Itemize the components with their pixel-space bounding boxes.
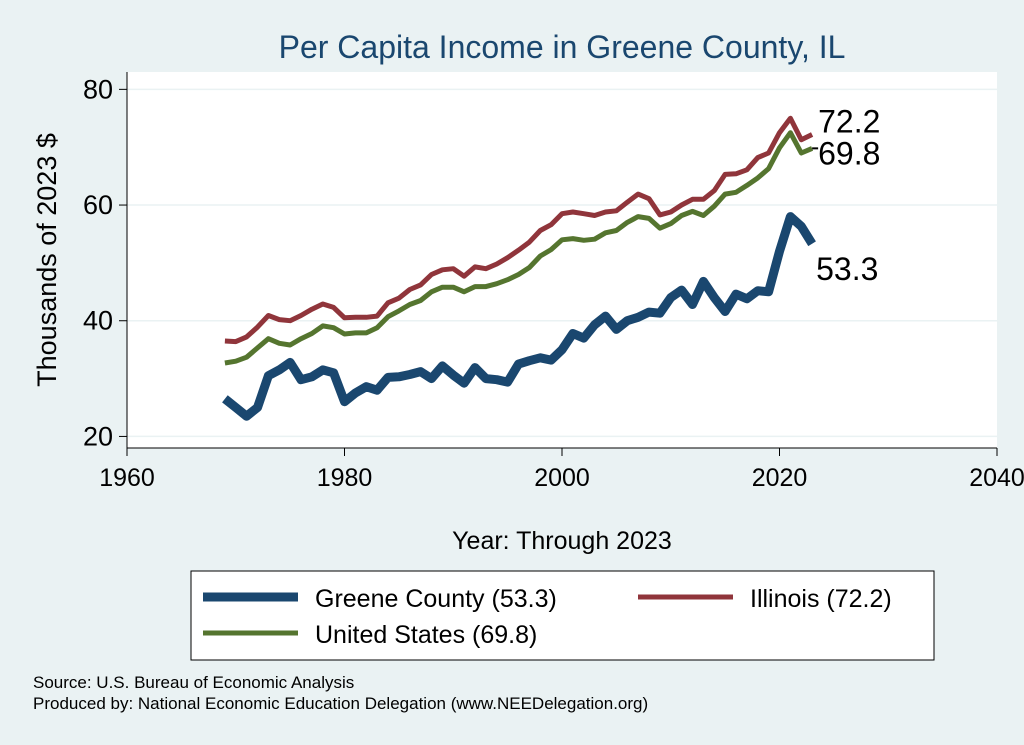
- series-lines: [222, 115, 816, 421]
- producer-note: Produced by: National Economic Education…: [33, 694, 648, 713]
- end-labels: 53.3 72.269.8: [812, 103, 880, 287]
- x-tick-label-2000: 2000: [534, 464, 590, 492]
- end-label-greene-county: 53.3: [816, 251, 878, 287]
- legend-box: [190, 570, 935, 661]
- legend-label-greene-county: Greene County (53.3): [315, 585, 557, 613]
- legend-label-illinois: Illinois (72.2): [750, 585, 892, 613]
- y-tick-label-60: 60: [83, 190, 113, 220]
- y-axis-label: Thousands of 2023 $: [32, 133, 62, 387]
- source-note: Source: U.S. Bureau of Economic Analysis: [33, 673, 354, 692]
- gridlines: [127, 88, 997, 438]
- x-tick-label-1980: 1980: [317, 464, 373, 492]
- series-line-illinois: [224, 115, 814, 345]
- y-tick-label-40: 40: [83, 306, 113, 336]
- end-label-illinois: 72.2: [818, 103, 880, 139]
- end-label-united-states: 69.8: [818, 135, 880, 171]
- y-tick-label-80: 80: [83, 74, 113, 104]
- x-tick-label-2040: 2040: [969, 464, 1024, 492]
- series-line-united-states: [224, 130, 814, 366]
- y-tick-label-20: 20: [83, 421, 113, 451]
- x-tick-label-1960: 1960: [99, 464, 155, 492]
- chart-title: Per Capita Income in Greene County, IL: [279, 29, 846, 65]
- x-tick-label-2020: 2020: [752, 464, 808, 492]
- series-line-greene-county: [222, 212, 816, 421]
- x-axis-label: Year: Through 2023: [452, 527, 672, 555]
- legend-label-united-states: United States (69.8): [315, 621, 537, 649]
- plot-area: [127, 72, 997, 448]
- legend: Greene County (53.3) Illinois (72.2) Uni…: [190, 570, 935, 661]
